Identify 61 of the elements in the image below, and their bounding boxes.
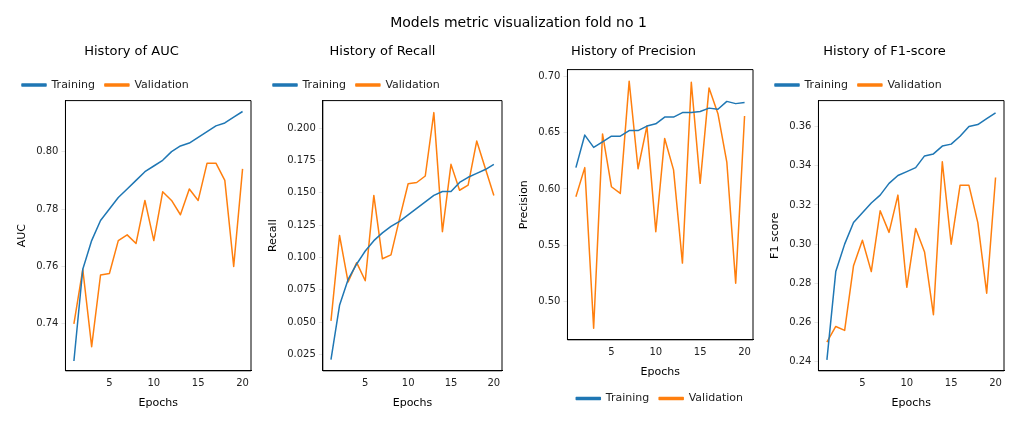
x-tick-label: 20 <box>487 377 501 389</box>
x-tick-label: 15 <box>944 377 958 389</box>
y-tick-label: 0.200 <box>287 121 316 133</box>
x-axis-title: Epochs <box>392 396 433 410</box>
y-tick-label: 0.075 <box>287 283 316 295</box>
y-axis-title: Precision <box>517 180 531 230</box>
y-tick-label: 0.78 <box>36 202 59 214</box>
x-tick-label: 5 <box>362 377 369 389</box>
y-tick-label: 0.80 <box>36 145 59 157</box>
y-tick-label: 0.34 <box>789 159 812 171</box>
x-tick-label: 15 <box>444 377 458 389</box>
y-tick-label: 0.24 <box>789 355 812 367</box>
y-tick-label: 0.60 <box>538 182 561 194</box>
y-tick-label: 0.050 <box>287 315 316 327</box>
x-tick-label: 10 <box>147 377 161 389</box>
x-tick-label: 5 <box>608 346 615 358</box>
x-tick-label: 15 <box>191 377 205 389</box>
x-tick-label: 5 <box>106 377 113 389</box>
y-tick-label: 0.70 <box>538 70 561 82</box>
y-tick-label: 0.65 <box>538 126 561 138</box>
x-tick-label: 10 <box>401 377 415 389</box>
y-tick-label: 0.26 <box>789 316 812 328</box>
legend-label: Validation <box>385 77 440 91</box>
y-tick-label: 0.100 <box>287 251 316 263</box>
y-tick-label: 0.36 <box>789 120 812 132</box>
x-axis-title: Epochs <box>891 396 932 410</box>
legend-label: Training <box>50 77 95 91</box>
y-tick-label: 0.28 <box>789 276 812 288</box>
y-axis-title: AUC <box>15 223 29 248</box>
y-axis-title: Recall <box>266 219 280 253</box>
y-tick-label: 0.74 <box>36 317 59 329</box>
x-tick-label: 10 <box>900 377 914 389</box>
legend-label: Validation <box>688 391 744 405</box>
x-tick-label: 15 <box>693 346 707 358</box>
y-tick-label: 0.55 <box>538 238 561 250</box>
y-tick-label: 0.150 <box>287 186 316 198</box>
legend-label: Training <box>803 77 848 91</box>
x-tick-label: 20 <box>236 377 249 389</box>
x-tick-label: 20 <box>989 377 1002 389</box>
y-tick-label: 0.76 <box>36 259 59 271</box>
legend-label: Validation <box>887 77 942 91</box>
x-tick-label: 5 <box>859 377 866 389</box>
x-tick-label: 10 <box>649 346 663 358</box>
y-tick-label: 0.32 <box>789 198 812 210</box>
y-tick-label: 0.175 <box>287 154 316 166</box>
chart-title: History of AUC <box>84 43 179 59</box>
y-tick-label: 0.125 <box>287 218 316 230</box>
chart-title: History of F1-score <box>823 43 946 59</box>
x-tick-label: 20 <box>738 346 751 358</box>
y-tick-label: 0.30 <box>789 237 812 249</box>
legend-label: Training <box>301 77 346 91</box>
legend-label: Training <box>604 391 650 405</box>
x-axis-title: Epochs <box>640 365 681 379</box>
y-tick-label: 0.025 <box>287 348 316 360</box>
x-axis-title: Epochs <box>138 396 179 410</box>
chart-title: History of Precision <box>570 43 697 59</box>
y-tick-label: 0.50 <box>538 294 561 306</box>
chart-title: History of Recall <box>329 43 436 59</box>
y-axis-title: F1 score <box>768 212 782 259</box>
text: Models metric visualization fold no 1 <box>389 13 648 32</box>
legend-label: Validation <box>134 77 189 91</box>
